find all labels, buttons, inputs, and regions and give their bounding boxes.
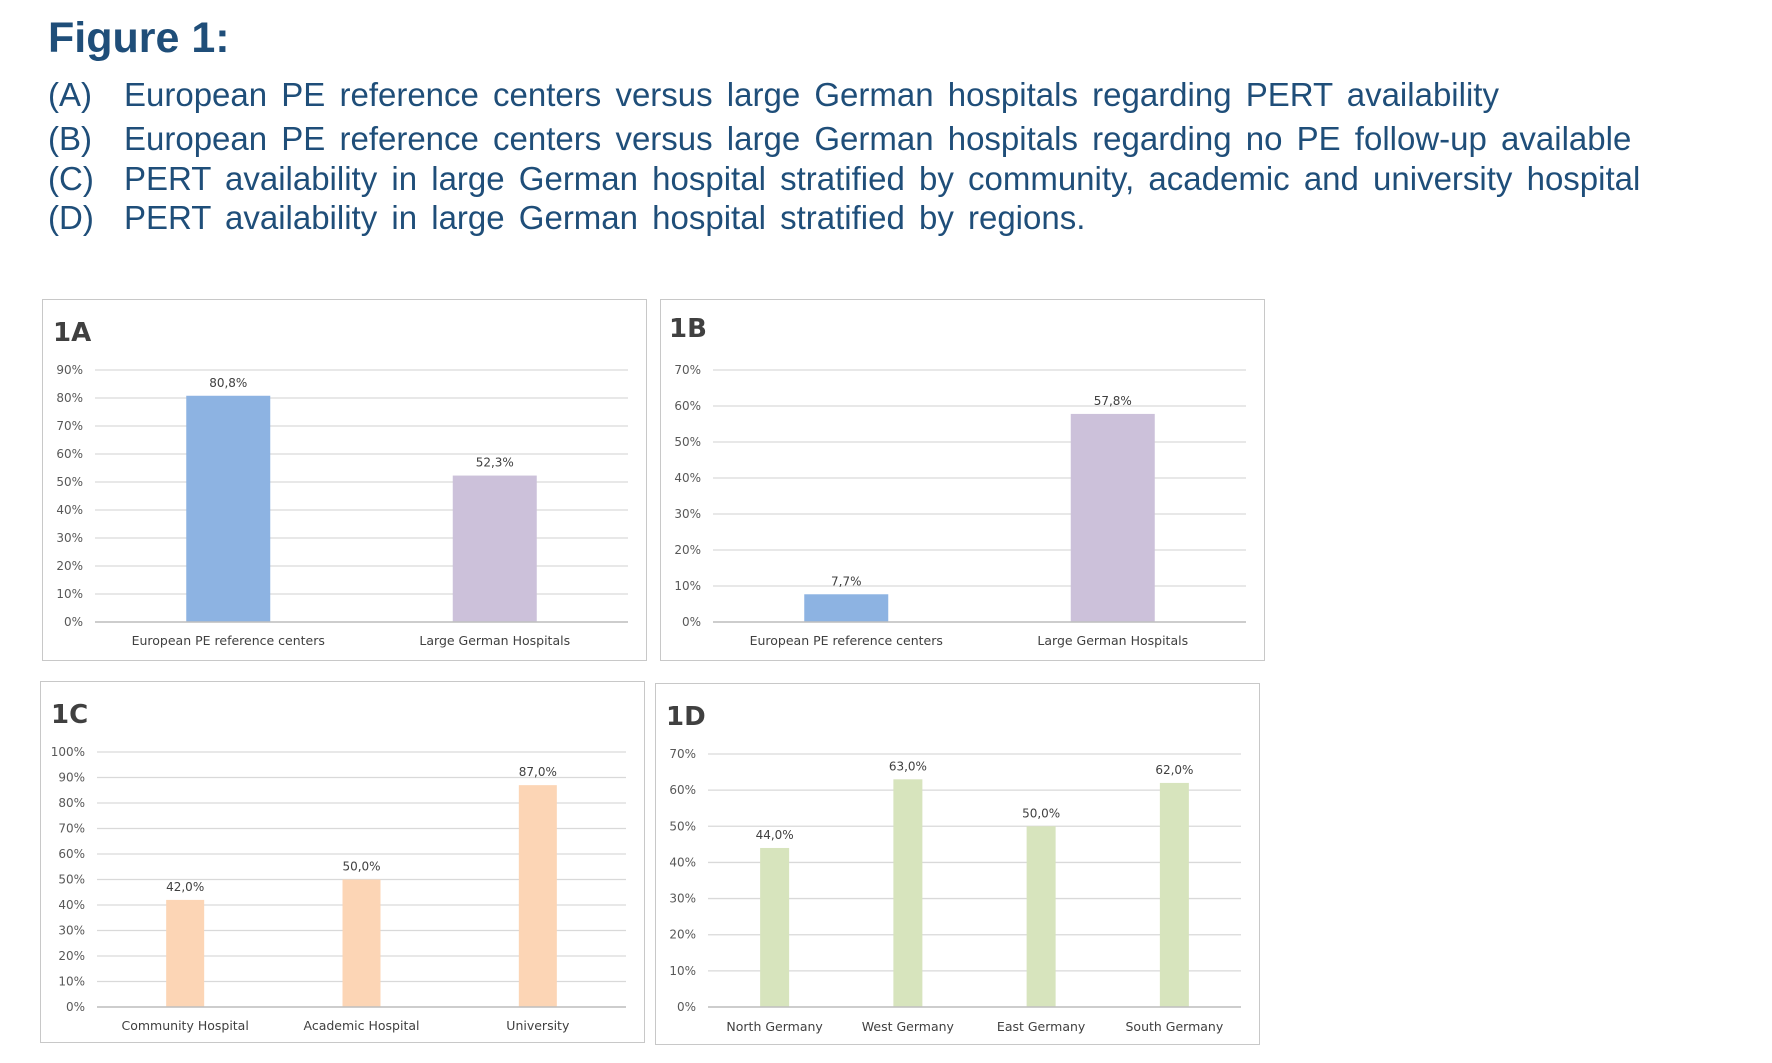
chart-title: 1B [669,314,707,344]
chart-panel-1c: 1C 0% 10% 20% 30% 40% 50% 60% 70% 80% 90% 100% 42,0… [40,681,645,1043]
chart-panel-1a: 1A 0% 10% 20% 30% 40% 50% 60% 70% 80% 90% 80,8% Eur… [42,299,647,661]
bar [760,847,790,1007]
y-tick-label: 80% [56,391,83,405]
x-category-label: Large German Hospitals [419,633,570,648]
y-tick-label: 0% [64,615,83,629]
y-tick-label: 100% [51,745,85,759]
x-category-label: European PE reference centers [132,633,325,648]
y-tick-label: 70% [674,363,701,377]
bar-chart-1b: 0% 10% 20% 30% 40% 50% 60% 70% 7,7% European PE r… [674,363,1246,648]
y-tick-label: 0% [682,615,701,629]
x-category-label: South Germany [1125,1019,1223,1034]
y-tick-label: 30% [56,531,83,545]
chart-title: 1D [666,702,706,732]
data-label: 50,0% [342,860,380,874]
y-tick-label: 30% [58,924,85,938]
caption-letter: (A) [48,76,92,113]
y-tick-label: 50% [669,819,696,833]
y-tick-label: 20% [58,949,85,963]
y-tick-label: 50% [56,475,83,489]
chart-panel-1d: 1D 0% 10% 20% 30% 40% 50% 60% 70% 44,0% North Ger… [655,683,1260,1045]
y-tick-label: 40% [58,898,85,912]
data-label: 42,0% [166,880,204,894]
x-category-label: Large German Hospitals [1037,633,1188,648]
y-tick-label: 60% [669,783,696,797]
y-tick-label: 90% [56,363,83,377]
y-tick-label: 20% [56,559,83,573]
caption-letter: (B) [48,120,92,157]
caption-letter: (D) [48,199,94,236]
data-label: 87,0% [519,765,557,779]
bar [452,475,537,622]
y-tick-label: 10% [669,964,696,978]
y-tick-label: 70% [56,419,83,433]
figure-title: Figure 1: [48,14,230,62]
data-label: 80,8% [209,376,247,390]
y-tick-label: 50% [674,435,701,449]
data-label: 44,0% [756,828,794,842]
bar-chart-1a: 0% 10% 20% 30% 40% 50% 60% 70% 80% 90% 80,8% Europe… [56,363,628,648]
chart-title: 1A [53,318,92,348]
y-tick-label: 60% [58,847,85,861]
y-tick-label: 60% [56,447,83,461]
y-tick-label: 0% [677,1000,696,1014]
y-tick-label: 90% [58,771,85,785]
y-tick-label: 40% [56,503,83,517]
caption-text: European PE reference centers versus lar… [124,120,1632,157]
bar [893,779,923,1007]
y-tick-label: 30% [674,507,701,521]
bar [186,395,271,622]
bar [342,879,381,1007]
bar-chart-1d: 0% 10% 20% 30% 40% 50% 60% 70% 44,0% North German… [669,747,1241,1034]
bar-chart-1c: 0% 10% 20% 30% 40% 50% 60% 70% 80% 90% 100% 42,0% Co… [51,745,626,1033]
data-label: 57,8% [1094,394,1132,408]
x-category-label: North Germany [726,1019,823,1034]
bar [1070,413,1155,622]
caption-text: European PE reference centers versus lar… [124,76,1499,113]
y-tick-label: 30% [669,892,696,906]
x-category-label: West Germany [862,1019,955,1034]
y-tick-label: 50% [58,873,85,887]
y-tick-label: 70% [58,822,85,836]
y-tick-label: 40% [669,855,696,869]
data-label: 52,3% [476,456,514,470]
y-tick-label: 10% [56,587,83,601]
x-category-label: East Germany [997,1019,1086,1034]
x-category-label: Community Hospital [122,1018,249,1033]
y-tick-label: 40% [674,471,701,485]
caption-letter: (C) [48,160,94,197]
bar [518,785,557,1007]
caption-text: PERT availability in large German hospit… [124,160,1641,197]
chart-title: 1C [51,700,89,730]
y-tick-label: 80% [58,796,85,810]
bar [1026,826,1056,1007]
y-tick-label: 10% [58,975,85,989]
bar [166,899,205,1007]
y-tick-label: 10% [674,579,701,593]
y-tick-label: 20% [669,928,696,942]
y-tick-label: 0% [66,1000,85,1014]
y-tick-label: 70% [669,747,696,761]
bar [804,594,889,622]
data-label: 62,0% [1155,763,1193,777]
data-label: 63,0% [889,759,927,773]
x-category-label: Academic Hospital [304,1018,420,1033]
x-category-label: European PE reference centers [750,633,943,648]
caption-text: PERT availability in large German hospit… [124,199,1086,236]
data-label: 7,7% [831,574,862,588]
y-tick-label: 20% [674,543,701,557]
y-tick-label: 60% [674,399,701,413]
chart-panel-1b: 1B 0% 10% 20% 30% 40% 50% 60% 70% 7,7% European P… [660,299,1265,661]
data-label: 50,0% [1022,806,1060,820]
x-category-label: University [506,1018,570,1033]
bar [1159,782,1189,1007]
